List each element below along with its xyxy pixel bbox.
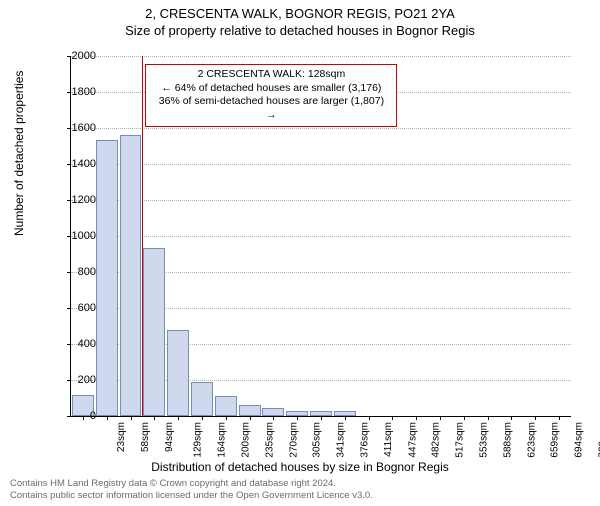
xtick-mark — [392, 416, 393, 420]
gridline — [71, 56, 571, 57]
xtick-mark — [345, 416, 346, 420]
xtick-label: 58sqm — [140, 422, 151, 452]
xtick-mark — [226, 416, 227, 420]
xtick-label: 164sqm — [217, 422, 228, 458]
callout-line-2: ← 64% of detached houses are smaller (3,… — [152, 82, 390, 96]
bar — [215, 396, 237, 416]
xtick-label: 129sqm — [193, 422, 204, 458]
xtick-label: 482sqm — [431, 422, 442, 458]
ytick-label: 1800 — [56, 86, 96, 98]
xtick-mark — [440, 416, 441, 420]
x-axis-label: Distribution of detached houses by size … — [0, 460, 600, 474]
xtick-label: 588sqm — [502, 422, 513, 458]
xtick-label: 235sqm — [264, 422, 275, 458]
xtick-mark — [273, 416, 274, 420]
bar — [262, 408, 284, 416]
xtick-label: 23sqm — [116, 422, 127, 452]
xtick-label: 94sqm — [164, 422, 175, 452]
callout-box: 2 CRESCENTA WALK: 128sqm← 64% of detache… — [145, 64, 397, 127]
chart-title-main: 2, CRESCENTA WALK, BOGNOR REGIS, PO21 2Y… — [0, 6, 600, 21]
xtick-mark — [535, 416, 536, 420]
gridline — [71, 128, 571, 129]
xtick-mark — [154, 416, 155, 420]
ytick-label: 1400 — [56, 158, 96, 170]
xtick-mark — [131, 416, 132, 420]
ytick-label: 400 — [56, 338, 96, 350]
xtick-label: 200sqm — [241, 422, 252, 458]
footer-line-2: Contains public sector information licen… — [10, 490, 373, 502]
xtick-mark — [464, 416, 465, 420]
xtick-mark — [488, 416, 489, 420]
xtick-mark — [202, 416, 203, 420]
ytick-label: 0 — [56, 410, 96, 422]
callout-line-1: 2 CRESCENTA WALK: 128sqm — [152, 68, 390, 82]
footer-line-1: Contains HM Land Registry data © Crown c… — [10, 478, 373, 490]
ytick-label: 200 — [56, 374, 96, 386]
ytick-label: 1000 — [56, 230, 96, 242]
gridline — [71, 164, 571, 165]
xtick-mark — [511, 416, 512, 420]
xtick-label: 376sqm — [360, 422, 371, 458]
bar — [96, 140, 118, 416]
chart-title-sub: Size of property relative to detached ho… — [0, 23, 600, 38]
xtick-label: 447sqm — [407, 422, 418, 458]
bar — [143, 248, 165, 416]
xtick-label: 270sqm — [288, 422, 299, 458]
xtick-mark — [416, 416, 417, 420]
xtick-mark — [559, 416, 560, 420]
xtick-label: 305sqm — [312, 422, 323, 458]
bar — [120, 135, 142, 416]
ytick-label: 2000 — [56, 50, 96, 62]
xtick-label: 553sqm — [479, 422, 490, 458]
gridline — [71, 236, 571, 237]
xtick-mark — [321, 416, 322, 420]
bar — [239, 405, 261, 416]
xtick-label: 341sqm — [336, 422, 347, 458]
xtick-label: 659sqm — [550, 422, 561, 458]
y-axis-label: Number of detached properties — [12, 71, 26, 236]
xtick-mark — [178, 416, 179, 420]
bar — [191, 382, 213, 416]
ytick-label: 1600 — [56, 122, 96, 134]
callout-line-3: 36% of semi-detached houses are larger (… — [152, 95, 390, 122]
xtick-label: 623sqm — [526, 422, 537, 458]
xtick-mark — [250, 416, 251, 420]
xtick-label: 517sqm — [455, 422, 466, 458]
gridline — [71, 200, 571, 201]
marker-line — [142, 56, 143, 416]
xtick-mark — [369, 416, 370, 420]
ytick-label: 1200 — [56, 194, 96, 206]
footer-attribution: Contains HM Land Registry data © Crown c… — [10, 478, 373, 502]
xtick-mark — [297, 416, 298, 420]
ytick-label: 800 — [56, 266, 96, 278]
bar — [167, 330, 189, 416]
ytick-label: 600 — [56, 302, 96, 314]
xtick-mark — [107, 416, 108, 420]
xtick-label: 694sqm — [574, 422, 585, 458]
xtick-label: 411sqm — [383, 422, 394, 457]
